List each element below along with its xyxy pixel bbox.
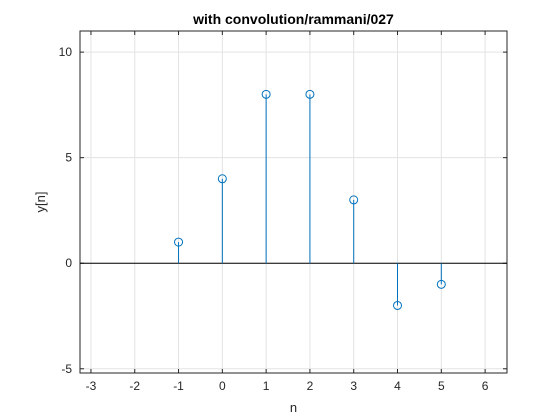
stem-marker [261,89,271,99]
y-tick-label: -5 [61,362,72,376]
tick-labels: -3 -2 -1 0 1 2 3 4 5 6 -5 0 5 10 [59,45,489,393]
stem-marker [393,300,403,310]
stem-marker [436,279,446,289]
y-tick-label: 10 [59,45,73,59]
y-tick-label: 5 [65,151,72,165]
x-tick-label: 2 [307,379,314,393]
y-axis-label: y[n] [33,192,48,213]
stem-marker [217,174,227,184]
x-tick-label: 5 [438,379,445,393]
stems [174,89,446,310]
chart-title: with convolution/rammani/027 [192,11,394,27]
stem-marker [174,237,184,247]
x-tick-label: 4 [394,379,401,393]
x-tick-label: 3 [350,379,357,393]
stem-marker [349,195,359,205]
stem-marker [305,89,315,99]
y-tick-label: 0 [65,256,72,270]
x-tick-label: 1 [263,379,270,393]
x-tick-label: -2 [129,379,140,393]
x-tick-label: -3 [86,379,97,393]
x-tick-label: -1 [173,379,184,393]
x-axis-label: n [290,400,297,415]
x-tick-label: 0 [219,379,226,393]
plot-area [79,30,508,374]
x-tick-label: 6 [482,379,489,393]
